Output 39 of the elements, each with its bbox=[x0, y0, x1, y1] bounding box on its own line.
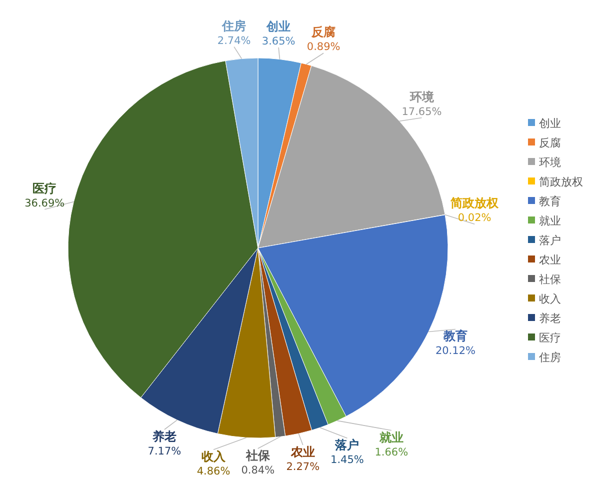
legend-label: 简政放权 bbox=[539, 175, 583, 188]
slice-label: 收入 bbox=[202, 450, 227, 464]
data-label: 1.66% bbox=[374, 446, 408, 458]
data-label: 3.65% bbox=[262, 35, 296, 48]
slice-label: 就业 bbox=[378, 430, 404, 444]
slice-label: 简政放权 bbox=[450, 196, 500, 210]
data-label: 0.84% bbox=[241, 464, 275, 477]
slice-label: 反腐 bbox=[310, 25, 336, 40]
legend-label: 环境 bbox=[539, 156, 561, 169]
data-label: 36.69% bbox=[24, 197, 65, 210]
legend-label: 医疗 bbox=[539, 331, 561, 344]
legend-label: 养老 bbox=[539, 312, 561, 325]
data-label: 1.45% bbox=[330, 454, 364, 466]
legend-label: 社保 bbox=[539, 272, 561, 286]
legend-label: 就业 bbox=[539, 214, 561, 228]
slice-label: 环境 bbox=[408, 90, 435, 104]
slice-label: 农业 bbox=[290, 445, 315, 460]
legend-label: 农业 bbox=[539, 253, 561, 266]
legend-label: 住房 bbox=[539, 350, 561, 364]
slice-label: 社保 bbox=[244, 448, 271, 463]
slice-label: 医疗 bbox=[32, 181, 57, 196]
legend-label: 反腐 bbox=[539, 136, 561, 150]
data-label: 0.02% bbox=[458, 212, 492, 224]
legend-label: 教育 bbox=[539, 194, 561, 208]
legend-label: 落户 bbox=[539, 234, 561, 247]
data-label: 4.86% bbox=[196, 466, 230, 478]
slice-label: 住房 bbox=[221, 18, 246, 33]
data-label: 0.89% bbox=[306, 41, 340, 54]
slice-label: 落户 bbox=[334, 438, 360, 452]
data-label: 20.12% bbox=[435, 345, 476, 358]
data-label: 17.65% bbox=[402, 106, 442, 118]
data-label: 2.27% bbox=[286, 461, 320, 474]
slice-label: 创业 bbox=[266, 19, 291, 34]
slice-label: 养老 bbox=[151, 430, 176, 444]
data-label: 2.74% bbox=[217, 34, 251, 47]
legend-label: 创业 bbox=[539, 116, 561, 130]
legend-label: 收入 bbox=[539, 292, 561, 306]
data-label: 7.17% bbox=[148, 446, 182, 458]
slice-label: 教育 bbox=[442, 329, 468, 344]
